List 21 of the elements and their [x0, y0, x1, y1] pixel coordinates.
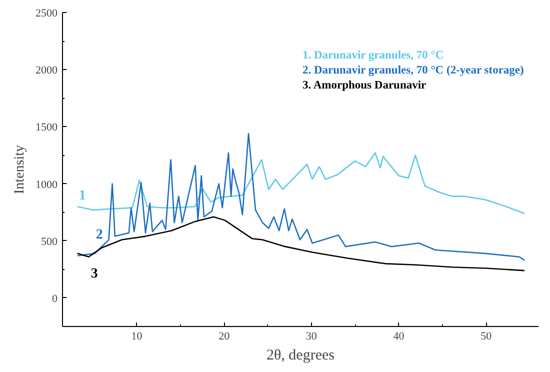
x-tick-label: 30 [306, 330, 318, 342]
x-axis-title: 2θ, degrees [266, 348, 335, 364]
x-tick-label: 20 [218, 330, 230, 342]
line-series [76, 152, 526, 214]
y-tick-label: 1000 [36, 178, 58, 191]
text: 2. Darunavir granules, 70 °C (2-year storage) [302, 64, 524, 76]
y-tick-label: 0 [52, 292, 58, 305]
y-tick-label: 1500 [36, 122, 58, 134]
y-tick-label: 500 [41, 236, 58, 248]
y-axis-title: Intensity [12, 144, 28, 194]
y-tick-label: 2000 [36, 64, 58, 77]
x-tick-label: 40 [393, 330, 405, 342]
y-tick-label: 2500 [36, 8, 58, 20]
annotation: 3 [90, 266, 98, 282]
annotation: 2 [96, 228, 103, 243]
text: 3. Amorphous Darunavir [302, 80, 426, 92]
x-tick-label: 50 [480, 330, 492, 342]
annotation: 1 [78, 188, 86, 204]
text: 1. Darunavir granules, 70 °C [302, 50, 444, 62]
line-series [76, 132, 526, 261]
x-tick-label: 10 [131, 330, 143, 342]
